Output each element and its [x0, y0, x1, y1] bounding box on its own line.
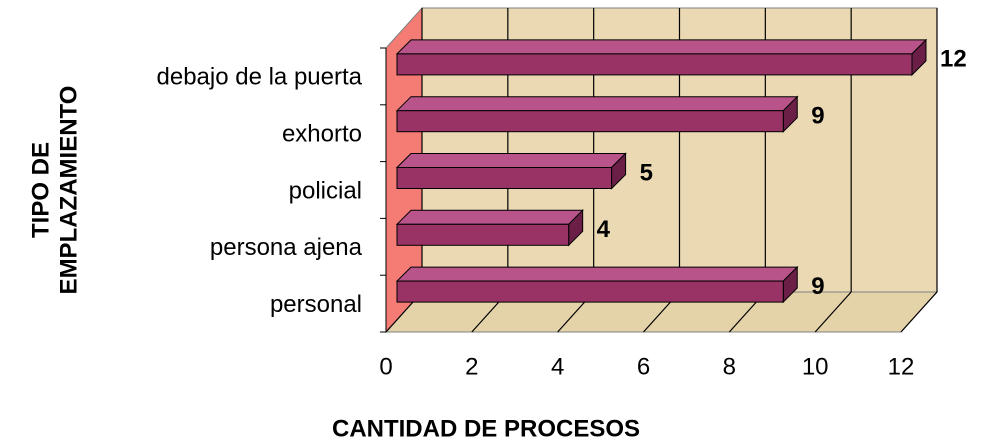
y-axis-title: TIPO DE	[27, 142, 54, 238]
value-label: 5	[640, 159, 653, 186]
y-tick-label: exhorto	[282, 121, 362, 148]
x-axis-title: CANTIDAD DE PROCESOS	[332, 415, 640, 442]
value-label: 4	[597, 216, 611, 243]
x-tick-label: 4	[551, 353, 564, 380]
y-tick-label: policial	[289, 177, 362, 204]
value-label: 12	[940, 46, 967, 73]
x-tick-label: 10	[802, 353, 829, 380]
bar	[396, 53, 913, 76]
bar	[396, 280, 784, 303]
x-tick-label: 2	[465, 353, 478, 380]
bar-top	[395, 153, 627, 168]
bar-top	[395, 209, 584, 225]
grid-line	[814, 291, 852, 333]
bar	[396, 223, 570, 246]
y-axis-title: EMPLAZAMIENTO	[55, 86, 82, 295]
x-tick-label: 12	[888, 353, 915, 380]
value-label: 9	[811, 103, 824, 130]
bar-top	[395, 266, 799, 282]
y-tick-label: debajo de la puerta	[157, 64, 363, 91]
bar-top	[395, 96, 799, 112]
bar-top	[395, 39, 928, 55]
x-tick-label: 8	[723, 353, 736, 380]
x-tick-label: 6	[637, 353, 650, 380]
y-tick-label: personal	[270, 291, 362, 318]
y-tick-label: persona ajena	[210, 234, 363, 261]
value-label: 9	[811, 273, 824, 300]
grid-line	[900, 291, 938, 333]
bar	[396, 167, 613, 189]
bar	[396, 110, 784, 133]
x-tick-label: 0	[379, 353, 392, 380]
